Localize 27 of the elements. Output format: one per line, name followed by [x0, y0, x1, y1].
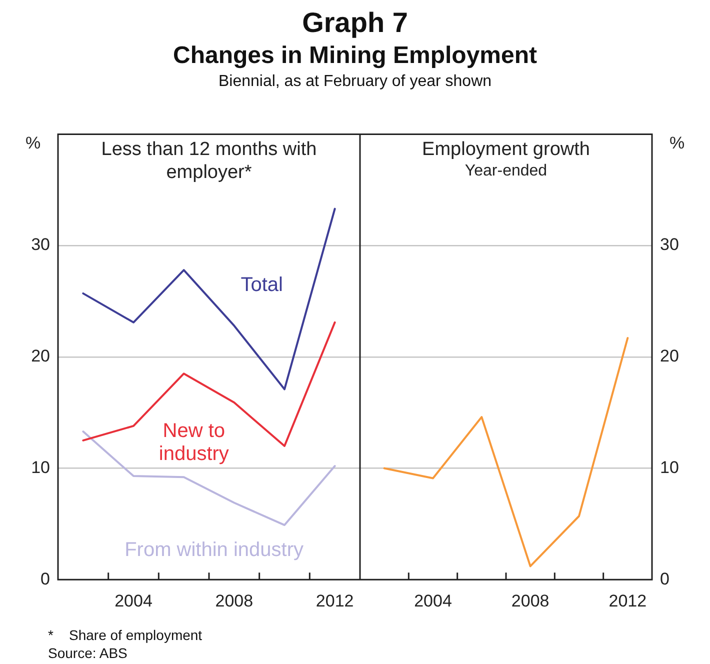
y-tick-label: 20 — [660, 346, 679, 366]
source-note: Source: ABS — [48, 644, 128, 662]
x-tick-label: 2012 — [316, 591, 354, 610]
y-tick-label: 30 — [31, 235, 50, 254]
y-tick-label: 0 — [660, 569, 670, 588]
chart-title: Employment growth — [422, 138, 590, 160]
text: Less than 12 months with employer* — [101, 138, 317, 183]
series-label: From within industry — [124, 539, 304, 562]
text: * Share of employment — [48, 626, 202, 644]
y-tick-label: 10 — [31, 458, 50, 477]
x-tick-label: 2012 — [608, 591, 647, 610]
y-tick-label: 30 — [660, 235, 679, 254]
y-axis-title: % — [25, 133, 41, 152]
x-tick-label: 2008 — [511, 591, 550, 610]
text: Biennial, as at February of year shown — [217, 72, 493, 92]
text: Changes in Mining Employment — [172, 41, 538, 71]
y-axis-title: % — [669, 133, 685, 152]
text: Year-ended — [464, 162, 548, 180]
y-tick-label: 20 — [31, 346, 50, 366]
y-tick-label: 10 — [660, 458, 679, 477]
series-label: New to industry — [158, 420, 229, 465]
y-tick-label: 0 — [40, 569, 50, 588]
x-tick-label: 2004 — [114, 591, 152, 610]
caption: Graph 7 — [301, 6, 409, 40]
x-tick-label: 2008 — [215, 591, 254, 610]
series-label: Total — [240, 274, 283, 296]
x-tick-label: 2004 — [414, 591, 452, 610]
